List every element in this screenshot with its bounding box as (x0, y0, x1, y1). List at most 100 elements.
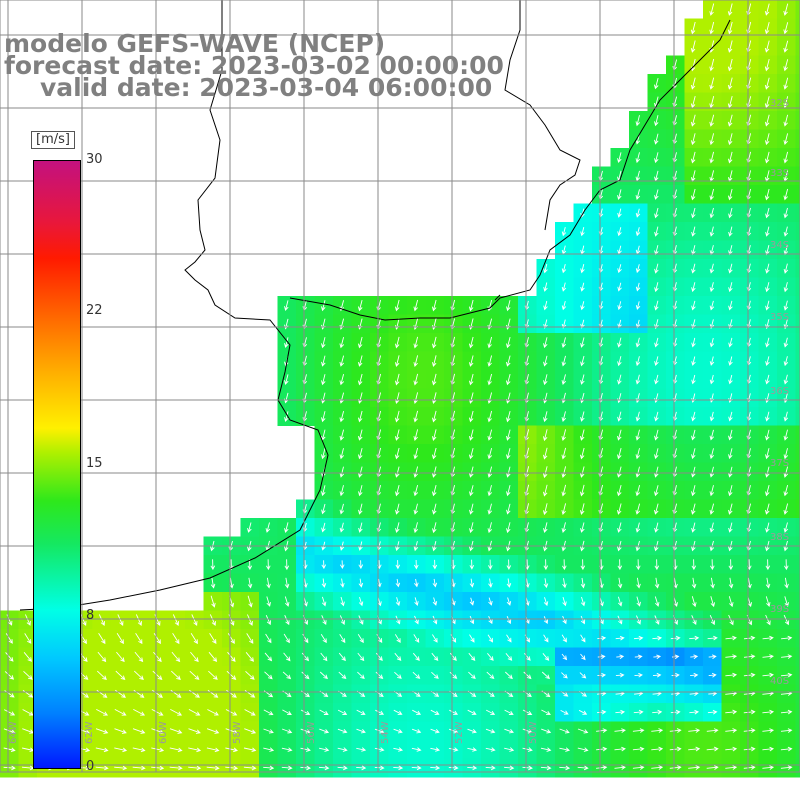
wind-arrow (431, 355, 437, 368)
wind-arrow (358, 578, 364, 588)
wind-arrow (728, 207, 733, 219)
wind-arrow (394, 336, 400, 349)
wind-arrow (263, 728, 274, 734)
wind-arrow (635, 264, 641, 274)
forecast-date: forecast date: 2023-03-02 00:00:00 (4, 51, 504, 80)
wind-arrow (596, 728, 608, 733)
graticule (0, 0, 800, 772)
wind-arrow (651, 746, 664, 752)
wind-arrow (561, 411, 567, 423)
wind-arrow (337, 728, 348, 734)
wind-arrow (505, 355, 511, 367)
colorbar-tick-8: 8 (86, 608, 95, 623)
wind-arrow (358, 503, 363, 515)
wind-arrow (469, 559, 475, 570)
wind-arrow (561, 337, 567, 349)
wind-arrow (651, 728, 664, 733)
wind-arrow (727, 95, 733, 109)
wind-arrow (728, 282, 733, 293)
wind-arrow (188, 765, 202, 771)
wind-arrow (615, 672, 625, 678)
wind-arrow (487, 336, 493, 349)
wind-arrow (617, 596, 623, 607)
wind-arrow (764, 114, 770, 127)
wind-arrow (246, 614, 253, 626)
wind-arrow (780, 728, 793, 733)
wind-arrow (580, 653, 586, 661)
wind-arrow (743, 728, 756, 733)
wind-arrow (506, 429, 511, 441)
wind-arrow (266, 559, 271, 571)
wind-arrow (467, 747, 478, 752)
wind-arrow (469, 597, 475, 606)
wind-arrow (728, 226, 733, 237)
wind-arrow (635, 208, 641, 218)
wind-arrow (413, 522, 419, 534)
wind-arrow (762, 709, 775, 715)
wind-arrow (393, 747, 404, 752)
wind-cell (795, 703, 800, 722)
wind-arrow (765, 374, 770, 385)
wind-arrow (337, 747, 348, 752)
wind-arrow (765, 263, 770, 274)
wind-arrow (96, 709, 109, 716)
wind-cell (795, 55, 800, 75)
lat-label-39s: 39S (770, 604, 790, 615)
wind-arrow (654, 559, 660, 571)
wind-arrow (784, 577, 789, 589)
wind-arrow (543, 578, 549, 589)
wind-arrow (188, 709, 201, 716)
wind-arrow (543, 522, 548, 534)
wind-arrow (688, 746, 701, 752)
wind-arrow (247, 595, 253, 608)
wind-arrow (559, 728, 570, 734)
wind-arrow (783, 411, 789, 422)
wind-arrow (265, 615, 272, 626)
wind-arrow (244, 728, 257, 734)
wind-arrow (431, 410, 437, 423)
wind-arrow (652, 709, 663, 715)
wind-arrow (318, 765, 330, 771)
wind-arrow (413, 336, 419, 349)
wind-arrow (709, 374, 715, 385)
wind-arrow (635, 615, 641, 625)
wind-arrow (579, 466, 585, 478)
wind-arrow (375, 709, 385, 715)
wind-arrow (709, 448, 715, 460)
wind-arrow (580, 559, 586, 571)
wind-arrow (783, 300, 789, 311)
wind-arrow (781, 654, 793, 659)
wind-arrow (635, 484, 641, 497)
wind-arrow (764, 40, 770, 53)
wind-arrow (487, 653, 494, 661)
wind-arrow (356, 728, 366, 734)
wind-arrow (506, 578, 512, 588)
wind-arrow (468, 336, 474, 349)
wind-arrow (652, 672, 662, 678)
wind-arrow (725, 654, 738, 659)
wind-arrow (542, 503, 548, 516)
wind-arrow (561, 466, 567, 479)
wind-arrow (691, 374, 696, 385)
wind-arrow (743, 765, 756, 770)
wind-arrow (653, 77, 659, 90)
lat-label-38s: 38S (770, 532, 790, 543)
wind-arrow (506, 503, 511, 515)
wind-arrow (116, 651, 125, 663)
wind-arrow (616, 654, 625, 660)
wind-arrow (133, 670, 144, 681)
wind-arrow (245, 652, 254, 662)
colorbar-tick-0: 0 (86, 759, 95, 774)
wind-speed-cells (0, 0, 800, 778)
wind-arrow (728, 522, 733, 533)
wind-arrow (617, 429, 622, 441)
wind-arrow (559, 747, 571, 752)
wind-cell (795, 166, 800, 186)
wind-arrow (356, 765, 367, 771)
wind-arrow (764, 188, 770, 201)
wind-arrow (319, 747, 330, 752)
wind-arrow (780, 746, 793, 752)
wind-cell (795, 222, 800, 241)
wind-arrow (780, 672, 793, 678)
wind-arrow (319, 728, 330, 734)
